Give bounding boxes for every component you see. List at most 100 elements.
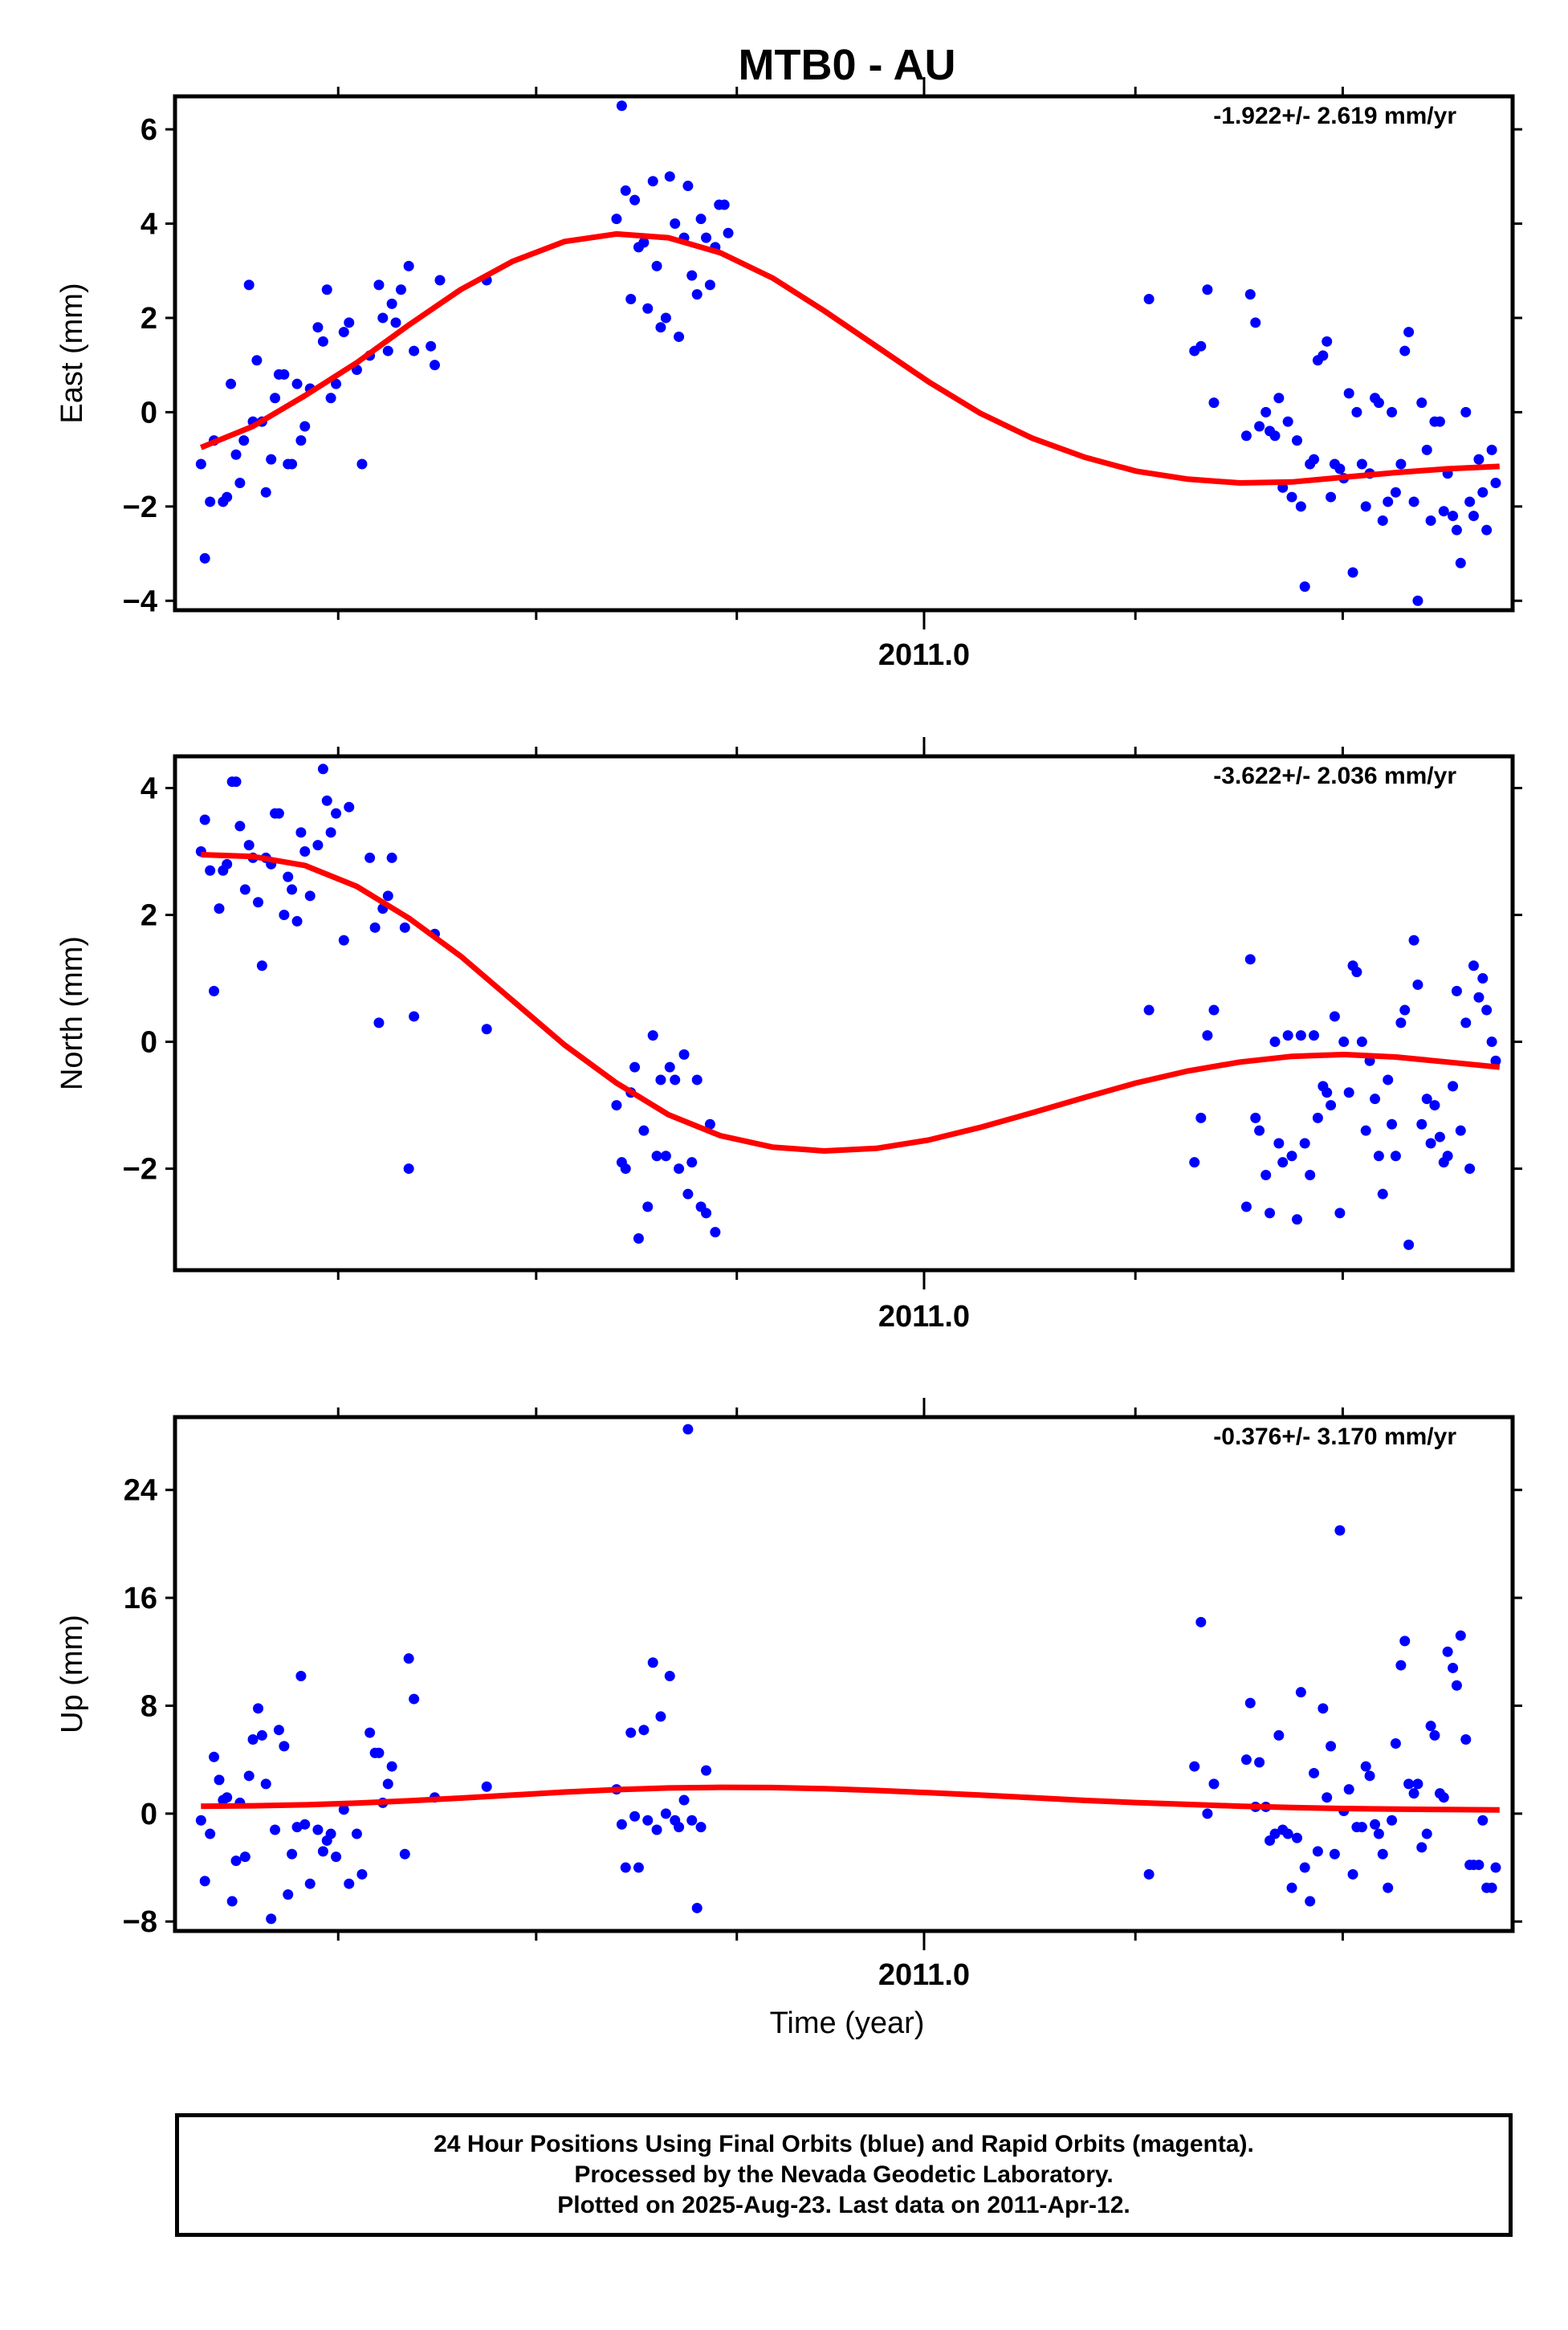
velocity-annotation: -0.376+/- 3.170 mm/yr bbox=[1213, 1424, 1456, 1450]
data-point bbox=[1473, 1860, 1485, 1871]
y-tick-label: 0 bbox=[141, 396, 157, 430]
data-point bbox=[638, 1125, 650, 1136]
data-point bbox=[642, 303, 654, 314]
data-point bbox=[1322, 1087, 1333, 1098]
data-point bbox=[1425, 515, 1436, 526]
data-point bbox=[1360, 501, 1371, 512]
data-point bbox=[1356, 1822, 1367, 1833]
data-point bbox=[1448, 1081, 1459, 1092]
data-point bbox=[295, 1671, 307, 1682]
data-point bbox=[222, 858, 233, 870]
y-tick-label: −4 bbox=[123, 585, 157, 618]
data-point bbox=[1329, 1848, 1340, 1860]
data-point bbox=[1481, 524, 1493, 536]
data-point bbox=[1412, 595, 1423, 606]
data-point bbox=[1189, 1157, 1200, 1168]
data-point bbox=[682, 1424, 694, 1435]
data-point bbox=[434, 275, 446, 286]
data-point bbox=[1334, 1525, 1346, 1536]
data-point bbox=[1451, 1680, 1462, 1691]
data-point bbox=[1250, 1112, 1261, 1123]
velocity-annotation: -3.622+/- 2.036 mm/yr bbox=[1213, 763, 1456, 789]
x-tick-label: 2011.0 bbox=[878, 1300, 970, 1334]
data-point bbox=[1370, 1819, 1381, 1830]
data-point bbox=[1455, 557, 1466, 568]
data-point bbox=[1429, 1729, 1440, 1741]
data-point bbox=[399, 1848, 410, 1860]
data-point bbox=[1254, 421, 1265, 432]
data-point bbox=[273, 808, 284, 819]
data-point bbox=[409, 1011, 420, 1022]
data-point bbox=[338, 327, 349, 338]
data-point bbox=[1360, 1761, 1371, 1772]
data-point bbox=[403, 1163, 414, 1175]
data-point bbox=[670, 1074, 681, 1086]
data-point bbox=[253, 1703, 264, 1714]
data-point bbox=[317, 764, 328, 775]
data-point bbox=[1403, 1778, 1415, 1790]
panel-east: −4 −2 0 2 4 6 2011.0 -1.922+/- 2.619 mm/yr East … bbox=[55, 77, 1522, 672]
data-point bbox=[1481, 1004, 1493, 1016]
data-point bbox=[682, 181, 694, 192]
data-point bbox=[1277, 1157, 1289, 1168]
data-point bbox=[1442, 1151, 1453, 1162]
data-point bbox=[205, 1828, 216, 1839]
data-point bbox=[1356, 458, 1367, 470]
data-point bbox=[1286, 1151, 1297, 1162]
data-point bbox=[287, 884, 298, 895]
data-point bbox=[674, 1822, 685, 1833]
data-point bbox=[710, 1227, 721, 1238]
data-point bbox=[1347, 567, 1358, 578]
data-point bbox=[1387, 1118, 1398, 1130]
data-point bbox=[266, 454, 277, 465]
data-point bbox=[1291, 435, 1302, 446]
data-point bbox=[611, 1100, 622, 1111]
data-point bbox=[239, 1851, 250, 1863]
data-point bbox=[1373, 397, 1384, 409]
y-tick-label: 2 bbox=[141, 899, 157, 933]
data-point bbox=[1425, 1138, 1436, 1149]
data-point bbox=[616, 100, 627, 112]
data-point bbox=[1189, 1761, 1200, 1772]
data-point bbox=[1416, 397, 1427, 409]
data-point bbox=[1434, 1131, 1445, 1143]
panel-up: −8 0 8 16 24 2011.0 -0.376+/- 3.170 mm/yr Up (m… bbox=[55, 1398, 1522, 2040]
data-point bbox=[1265, 1208, 1276, 1219]
data-point bbox=[195, 1815, 206, 1826]
x-axis-label: Time (year) bbox=[770, 2006, 925, 2040]
data-point bbox=[1390, 1738, 1401, 1750]
data-point bbox=[674, 331, 685, 342]
data-point bbox=[373, 1747, 385, 1758]
data-point bbox=[291, 378, 303, 389]
data-point bbox=[1299, 581, 1310, 593]
data-point bbox=[234, 821, 246, 832]
data-point bbox=[655, 322, 666, 333]
data-point bbox=[230, 776, 242, 788]
data-point bbox=[243, 1770, 255, 1782]
data-point bbox=[287, 1848, 298, 1860]
data-points bbox=[195, 1424, 1501, 1925]
y-tick-label: 6 bbox=[141, 113, 157, 147]
data-point bbox=[1486, 444, 1497, 455]
data-point bbox=[312, 1824, 324, 1835]
data-point bbox=[629, 194, 641, 206]
data-point bbox=[633, 1862, 644, 1873]
data-point bbox=[1421, 1828, 1432, 1839]
data-point bbox=[1273, 393, 1285, 404]
data-point bbox=[1421, 444, 1432, 455]
data-point bbox=[629, 1811, 641, 1822]
data-point bbox=[1460, 406, 1472, 418]
data-point bbox=[382, 345, 393, 356]
data-point bbox=[395, 284, 406, 295]
data-point bbox=[1322, 1792, 1333, 1803]
y-tick-label: 2 bbox=[141, 302, 157, 336]
data-point bbox=[1244, 1697, 1256, 1709]
data-point bbox=[283, 871, 294, 882]
data-point bbox=[664, 1671, 675, 1682]
data-point bbox=[1425, 1721, 1436, 1732]
data-point bbox=[199, 1876, 210, 1887]
data-point bbox=[1383, 1882, 1394, 1893]
panel-north: −2 0 2 4 2011.0 -3.622+/- 2.036 mm/yr North (m… bbox=[55, 737, 1522, 1334]
data-point bbox=[660, 1151, 671, 1162]
